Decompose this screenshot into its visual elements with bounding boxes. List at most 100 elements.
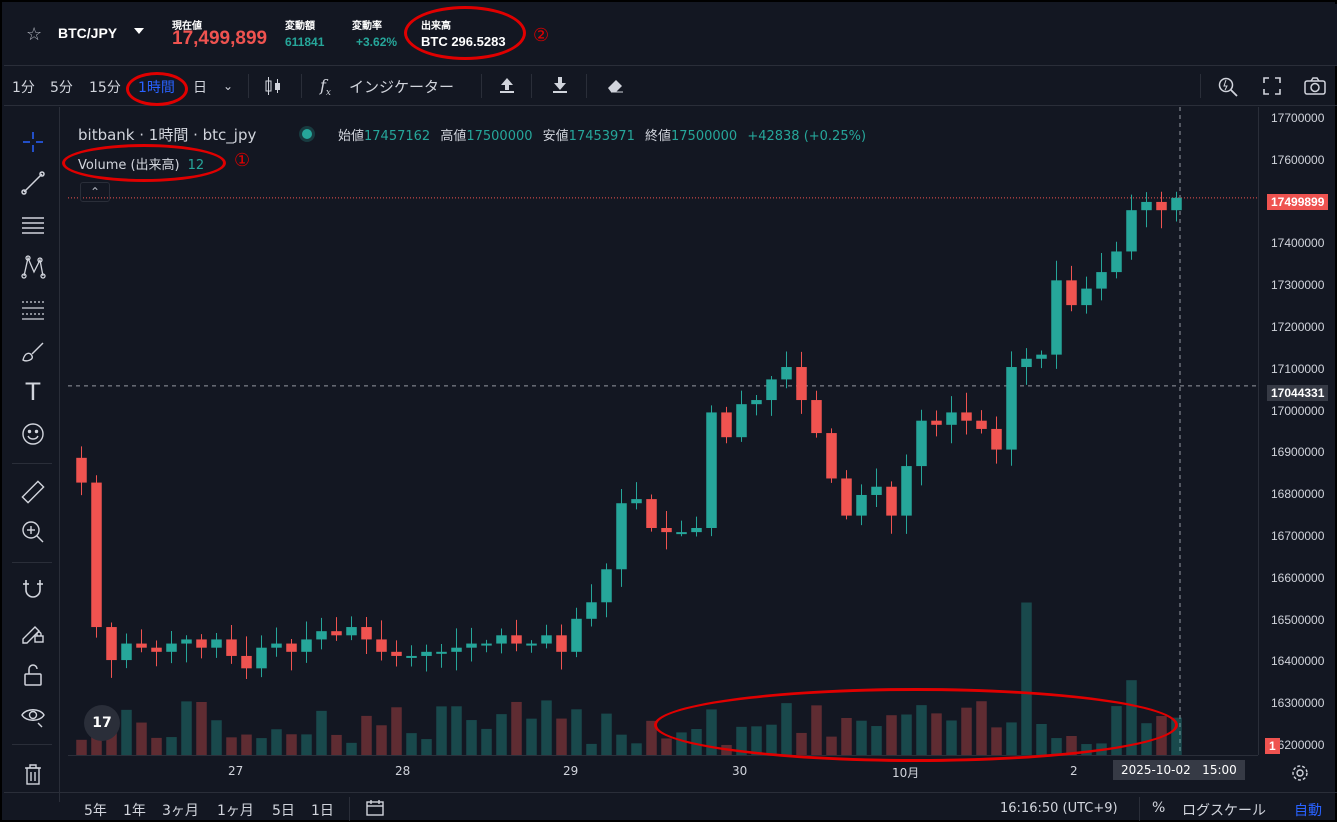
annotation-ellipse-timeframe: [126, 72, 188, 106]
toolbar-divider: [301, 74, 302, 98]
magnet-icon[interactable]: [18, 574, 48, 604]
close-label: 終値: [644, 129, 671, 144]
candle-body: [646, 499, 657, 528]
volume-bar: [421, 739, 432, 755]
annotation-ellipse-volume-bars: [654, 688, 1178, 762]
clock-time[interactable]: 16:16:50 (UTC+9): [1000, 801, 1118, 816]
range-1d[interactable]: 1日: [311, 803, 334, 819]
lock-drawing-icon[interactable]: [18, 617, 48, 647]
trash-icon[interactable]: [18, 759, 48, 789]
unlock-icon[interactable]: [18, 660, 48, 690]
fullscreen-icon[interactable]: [1262, 76, 1282, 100]
auto-scale-toggle[interactable]: 自動: [1294, 803, 1322, 819]
candle-body: [1126, 210, 1137, 252]
volume-bar: [646, 720, 657, 755]
volume-bar: [391, 707, 402, 755]
range-3m[interactable]: 3ヶ月: [162, 803, 199, 819]
timeframe-15m[interactable]: 15分: [89, 80, 121, 96]
price-axis[interactable]: 1770000017600000175000001740000017300000…: [1258, 107, 1337, 755]
candle-body: [946, 412, 957, 425]
brush-icon[interactable]: [18, 336, 48, 366]
candle-body: [1066, 280, 1077, 306]
quick-search-icon[interactable]: [1217, 76, 1239, 102]
volume-bar: [526, 718, 537, 755]
volume-bar: [226, 737, 237, 755]
camera-screenshot-icon[interactable]: [1303, 76, 1327, 100]
candle-body: [616, 503, 627, 570]
candle-style-icon[interactable]: [264, 76, 282, 100]
candle-body: [511, 635, 522, 644]
candle-body: [421, 651, 432, 656]
pattern-tool-icon[interactable]: [18, 252, 48, 282]
symbol-header: ☆ BTC/JPY 現在値 17,499,899 変動額 611841 変動率 …: [4, 4, 1337, 66]
chart-legend-title[interactable]: bitbank · 1時間 · btc_jpy: [78, 126, 257, 144]
bottom-divider: [1139, 797, 1140, 821]
ruler-icon[interactable]: [18, 477, 48, 507]
candle-body: [586, 602, 597, 619]
volume-bar: [496, 714, 507, 755]
candle-body: [901, 466, 912, 516]
eraser-icon[interactable]: [605, 76, 625, 98]
volume-bar: [166, 737, 177, 755]
sidebar-divider: [12, 463, 52, 464]
price-label: 16500000: [1271, 612, 1325, 627]
price-label: 16700000: [1271, 529, 1325, 543]
horizontal-lines-icon[interactable]: [18, 210, 48, 240]
candle-body: [211, 639, 222, 648]
high-label: 高値: [440, 129, 467, 144]
fib-retracement-icon[interactable]: [18, 295, 48, 325]
candle-body: [811, 400, 822, 434]
timeframe-5m[interactable]: 5分: [50, 80, 73, 96]
price-label: 17400000: [1271, 236, 1325, 251]
crosshair-price-tag: 17044331: [1267, 385, 1329, 401]
candlestick-chart[interactable]: [68, 107, 1258, 755]
price-label: 16900000: [1271, 445, 1325, 460]
tradingview-logo[interactable]: 17: [84, 705, 120, 741]
candle-body: [781, 367, 792, 380]
timeframe-day[interactable]: 日: [193, 80, 207, 96]
date-range-icon[interactable]: [364, 798, 386, 822]
crosshair-icon[interactable]: [18, 127, 48, 157]
zoom-in-icon[interactable]: [18, 517, 48, 547]
toolbar-divider: [531, 74, 532, 98]
timeframe-dropdown-chevron-icon[interactable]: ⌄: [223, 79, 234, 93]
range-5d[interactable]: 5日: [272, 803, 295, 819]
symbol-selector[interactable]: BTC/JPY: [58, 25, 118, 41]
bottom-range-bar: 5年 1年 3ヶ月 1ヶ月 5日 1日 16:16:50 (UTC+9) % ロ…: [4, 792, 1337, 822]
annotation-number-one: ①: [234, 150, 251, 171]
trend-line-icon[interactable]: [18, 168, 48, 198]
download-icon[interactable]: [551, 76, 569, 98]
price-label: 17300000: [1271, 278, 1325, 293]
price-label: 16800000: [1271, 487, 1325, 502]
range-1m[interactable]: 1ヶ月: [217, 803, 254, 819]
price-label: 17600000: [1271, 152, 1325, 167]
timeframe-1m[interactable]: 1分: [12, 80, 35, 96]
chart-settings-gear-icon[interactable]: [1291, 764, 1309, 786]
candle-body: [166, 643, 177, 652]
indicators-button[interactable]: インジケーター: [349, 78, 455, 96]
candle-body: [526, 643, 537, 646]
candle-body: [661, 527, 672, 533]
text-tool-icon[interactable]: T: [25, 378, 41, 406]
function-icon[interactable]: fx: [320, 76, 331, 99]
collapse-legend-button[interactable]: ⌃: [80, 182, 110, 202]
range-1y[interactable]: 1年: [123, 803, 146, 819]
emoji-icon[interactable]: [18, 419, 48, 449]
annotation-ellipse-volume: [404, 6, 526, 60]
candle-body: [91, 482, 102, 628]
volume-bar: [76, 739, 87, 755]
volume-bar: [676, 732, 687, 755]
percent-toggle[interactable]: %: [1152, 800, 1166, 816]
eye-visibility-icon[interactable]: [18, 701, 48, 731]
price-label: 16600000: [1271, 570, 1325, 585]
time-axis[interactable]: 27 28 29 30 10月 2 2025-10-02 15:00: [68, 755, 1258, 791]
range-5y[interactable]: 5年: [84, 803, 107, 819]
volume-bar: [286, 734, 297, 755]
chevron-down-icon[interactable]: [134, 28, 144, 34]
price-label: 17200000: [1271, 320, 1325, 334]
volume-bar: [586, 743, 597, 755]
upload-icon[interactable]: [498, 76, 516, 98]
candle-body: [631, 499, 642, 504]
favorite-star-icon[interactable]: ☆: [26, 24, 43, 45]
log-scale-toggle[interactable]: ログスケール: [1182, 803, 1266, 819]
